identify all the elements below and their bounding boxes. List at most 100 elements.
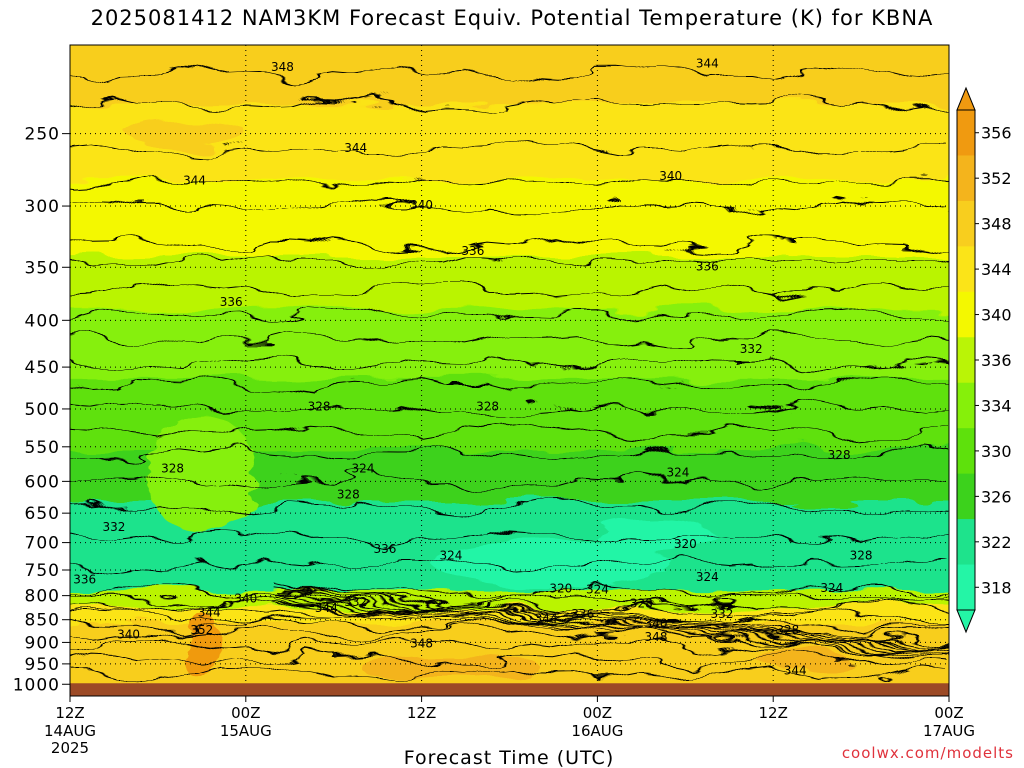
y-tick-label: 700 — [25, 534, 60, 554]
contour-line — [70, 474, 949, 489]
contour-label: 340 — [117, 628, 140, 642]
contour-line — [70, 66, 949, 81]
chart-title: 2025081412 NAM3KM Forecast Equiv. Potent… — [90, 6, 934, 30]
contour-label: 344 — [344, 141, 367, 155]
contour-label: 328 — [337, 488, 360, 502]
y-tick-label: 600 — [25, 472, 60, 492]
contour-label: 348 — [645, 630, 668, 644]
contour-label: 336 — [220, 295, 243, 309]
contour-label: 352 — [190, 623, 213, 637]
y-tick-label: 650 — [25, 504, 60, 524]
colorbar-segment — [957, 519, 975, 566]
field-feature — [433, 542, 674, 587]
contour-line — [70, 652, 949, 667]
contour-line — [70, 610, 949, 625]
y-tick-label: 400 — [25, 311, 60, 331]
colorbar-segment — [957, 246, 975, 293]
colorbar-segment — [957, 291, 975, 338]
ground-strip — [70, 683, 949, 696]
plot-area — [70, 45, 949, 696]
contour-line — [275, 599, 949, 656]
contour-label: 336 — [696, 259, 719, 273]
contour-lines — [70, 66, 949, 682]
contour-label: 320 — [674, 537, 697, 551]
colorbar-label: 326 — [981, 487, 1012, 506]
colorbar-label: 340 — [981, 306, 1012, 325]
contour-label: 324 — [439, 549, 462, 563]
plot-border — [69, 44, 950, 697]
contour-line — [70, 500, 949, 514]
contour-line — [70, 583, 949, 598]
contour-line — [70, 97, 949, 111]
contour-line — [70, 175, 949, 190]
colorbar-label: 352 — [981, 169, 1012, 188]
contour-line — [275, 602, 949, 656]
colorbar-segment — [957, 428, 975, 475]
contour-line — [70, 597, 949, 612]
contour-label: 332 — [710, 607, 733, 621]
colorbar-segment — [957, 564, 975, 611]
y-tick-label: 900 — [25, 633, 60, 653]
colorbar-arrow-top — [956, 86, 976, 111]
contour-line — [70, 530, 949, 544]
contour-label: 336 — [461, 244, 484, 258]
contour-label: 348 — [271, 60, 294, 74]
colorbar-label: 356 — [981, 124, 1012, 143]
contour-label: 332 — [740, 342, 763, 356]
contour-line — [70, 237, 949, 251]
y-tick-label: 800 — [25, 587, 60, 607]
colorbar-label: 318 — [981, 578, 1012, 597]
contour-label: 336 — [571, 607, 594, 621]
x-tick-label: 12Z — [407, 704, 436, 722]
y-tick-label: 450 — [25, 358, 60, 378]
x-tick-date: 17AUG — [923, 722, 975, 740]
y-axis: 2503003504004505005506006507007508008509… — [13, 125, 70, 695]
contour-label: 336 — [73, 572, 96, 586]
contour-label: 328 — [161, 461, 184, 475]
colorbar: 356 352 348 344 340 336 334 330 326 322 318 — [956, 86, 1012, 634]
contour-line — [275, 603, 949, 658]
colorbar-segment — [957, 382, 975, 429]
contour-label: 328 — [308, 399, 331, 413]
y-tick-label: 300 — [25, 197, 60, 217]
contour-line — [70, 199, 949, 213]
y-tick-label: 350 — [25, 258, 60, 278]
field-feature — [757, 649, 848, 670]
contour-label: 336 — [374, 542, 397, 556]
x-tick-label: 12Z — [55, 704, 84, 722]
colorbar-label: 334 — [981, 396, 1012, 415]
colorbar-segment — [957, 337, 975, 384]
contour-line — [70, 377, 949, 392]
x-tick-date: 14AUG — [44, 722, 96, 740]
y-tick-label: 550 — [25, 438, 60, 458]
contour-line — [70, 667, 949, 682]
contour-label: 328 — [630, 596, 653, 610]
contour-label: 340 — [659, 169, 682, 183]
contour-label: 324 — [667, 465, 690, 479]
contour-label: 344 — [315, 601, 338, 615]
y-tick-label: 950 — [25, 655, 60, 675]
contour-label: 344 — [183, 173, 206, 187]
x-tick-label: 00Z — [934, 704, 963, 722]
contour-label: 328 — [476, 399, 499, 413]
contour-label: 332 — [344, 595, 367, 609]
contour-label: 328 — [850, 549, 873, 563]
contour-line — [275, 592, 949, 651]
field-feature — [596, 520, 716, 553]
contour-line — [70, 254, 949, 269]
x-axis-label: Forecast Time (UTC) — [404, 747, 614, 768]
colorbar-label: 330 — [981, 442, 1012, 461]
colorbar-label: 322 — [981, 533, 1012, 552]
colorbar-label: 344 — [981, 260, 1012, 279]
colorbar-label: 336 — [981, 351, 1012, 370]
contour-label: 340 — [234, 592, 257, 606]
contour-label: 328 — [776, 623, 799, 637]
contour-line — [70, 355, 949, 370]
contour-line — [70, 591, 949, 606]
y-tick-label: 750 — [25, 561, 60, 581]
contour-line — [274, 583, 949, 644]
contour-line — [70, 142, 949, 157]
contour-label: 328 — [828, 448, 851, 462]
